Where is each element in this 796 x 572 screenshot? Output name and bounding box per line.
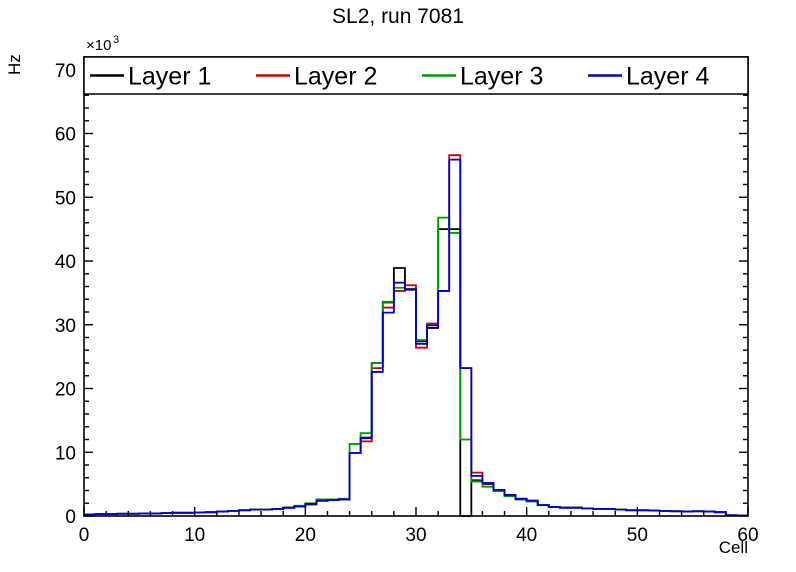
y-axis-multiplier-base: ×10: [86, 37, 111, 54]
x-tick-label: 20: [295, 525, 316, 546]
y-axis-multiplier: ×10 3: [86, 34, 119, 54]
y-tick-label: 70: [55, 61, 76, 82]
histogram-series-layer-3: [84, 216, 748, 517]
x-tick-label: 0: [79, 525, 90, 546]
x-axis-title: Cell: [719, 538, 748, 557]
legend-box: [83, 56, 749, 95]
y-axis-multiplier-exponent: 3: [113, 34, 119, 46]
legend-label-layer-2: Layer 2: [294, 63, 377, 91]
y-tick-label: 40: [55, 252, 76, 273]
x-tick-label: 10: [184, 525, 205, 546]
histogram-series-layer-4: [84, 158, 748, 517]
legend-label-layer-3: Layer 3: [460, 63, 543, 91]
x-tick-label: 50: [627, 525, 648, 546]
y-tick-label: 60: [55, 125, 76, 146]
y-tick-label: 30: [55, 316, 76, 337]
y-tick-label: 50: [55, 188, 76, 209]
y-tick-label: 10: [55, 443, 76, 464]
x-tick-label: 30: [405, 525, 426, 546]
x-tick-label: 40: [516, 525, 537, 546]
x-tick-label: 60: [737, 525, 758, 546]
y-axis-title: Hz: [5, 54, 24, 75]
histogram-series-layer-1: [84, 228, 748, 517]
y-tick-label: 20: [55, 380, 76, 401]
legend-label-layer-4: Layer 4: [626, 63, 709, 91]
histogram-series: [84, 154, 748, 517]
axis-tick-labels: 0 10 20 30 40 50 60 0 10 20 30 40 50 60 70: [55, 61, 759, 546]
y-tick-label: 0: [65, 507, 76, 528]
legend: Layer 1 Layer 2 Layer 3 Layer 4: [83, 56, 749, 95]
plot-title: SL2, run 7081: [332, 5, 464, 28]
legend-label-layer-1: Layer 1: [128, 63, 211, 91]
